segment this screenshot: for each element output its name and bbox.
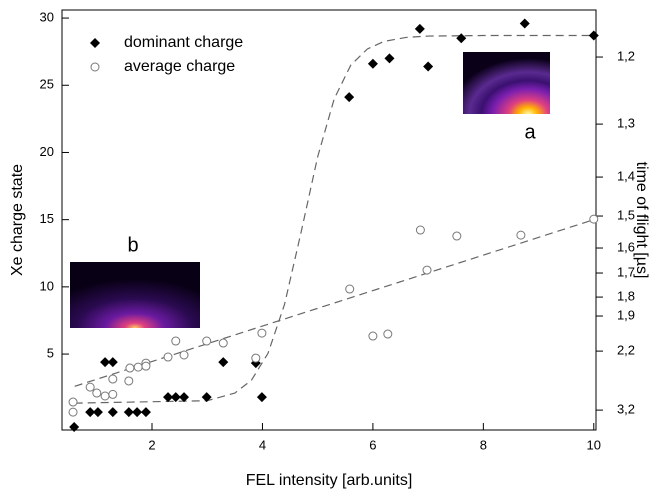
y2-tick-label: 1,6: [617, 239, 635, 254]
data-point: [423, 266, 431, 274]
data-point: [109, 375, 117, 383]
data-point: [203, 337, 211, 345]
data-point: [257, 392, 267, 402]
data-point: [132, 407, 142, 417]
data-point: [164, 353, 172, 361]
data-point: [453, 232, 461, 240]
y2-tick-label: 1,5: [617, 207, 635, 222]
inset-label: b: [127, 234, 138, 256]
data-point: [69, 408, 77, 416]
data-point: [86, 383, 94, 391]
x-tick-label: 4: [259, 437, 266, 452]
y-tick-label: 5: [47, 346, 54, 361]
y-tick-label: 20: [40, 144, 54, 159]
data-point: [384, 53, 394, 63]
y2-tick-label: 1,3: [617, 116, 635, 131]
data-point: [520, 18, 530, 28]
data-point: [456, 33, 466, 43]
data-point: [384, 330, 392, 338]
data-point: [69, 422, 79, 432]
data-point: [416, 226, 424, 234]
data-point: [369, 332, 377, 340]
data-point: [368, 59, 378, 69]
y2-tick-label: 1,7: [617, 264, 635, 279]
data-point: [219, 339, 227, 347]
data-point: [108, 407, 118, 417]
inset-image-a: [463, 52, 550, 114]
y-tick-label: 10: [40, 278, 54, 293]
data-point: [344, 92, 354, 102]
x-tick-label: 8: [480, 437, 487, 452]
data-point: [415, 24, 425, 34]
y-tick-label: 15: [40, 211, 54, 226]
data-point: [93, 389, 101, 397]
data-point: [125, 377, 133, 385]
data-point: [218, 357, 228, 367]
y-axis-label: Xe charge state: [9, 164, 26, 276]
data-point: [589, 31, 599, 41]
data-point: [108, 357, 118, 367]
chart: a b FEL intensity [arb.units] Xe charge …: [0, 0, 655, 494]
data-point: [590, 215, 598, 223]
data-point: [109, 390, 117, 398]
y-tick-label: 25: [40, 77, 54, 92]
data-point: [258, 329, 266, 337]
y2-tick-label: 1,2: [617, 48, 635, 63]
data-point: [93, 407, 103, 417]
y-tick-label: 30: [40, 10, 54, 25]
inset-image-b: [70, 262, 200, 328]
legend-marker: [90, 38, 100, 48]
data-point: [202, 392, 212, 402]
y2-tick-label: 1,9: [617, 307, 635, 322]
data-point: [252, 354, 260, 362]
legend-label: average charge: [124, 58, 235, 75]
data-point: [179, 392, 189, 402]
y2-tick-label: 1,8: [617, 289, 635, 304]
data-point: [142, 362, 150, 370]
data-point: [172, 337, 180, 345]
y2-tick-label: 3,2: [617, 402, 635, 417]
data-point: [517, 231, 525, 239]
data-point: [423, 61, 433, 71]
inset-label: a: [524, 121, 536, 143]
y2-tick-label: 2,2: [617, 343, 635, 358]
legend-label: dominant charge: [124, 34, 243, 51]
data-point: [134, 363, 142, 371]
x-tick-label: 10: [587, 437, 601, 452]
x-tick-label: 6: [369, 437, 376, 452]
y2-tick-label: 1,4: [617, 168, 635, 183]
y2-axis-label: time of flight [µs]: [633, 162, 650, 279]
legend-marker: [91, 63, 99, 71]
data-point: [141, 407, 151, 417]
x-axis-label: FEL intensity [arb.units]: [246, 472, 413, 489]
data-point: [126, 364, 134, 372]
data-point: [101, 392, 109, 400]
data-point: [69, 398, 77, 406]
x-tick-label: 2: [148, 437, 155, 452]
data-point: [180, 351, 188, 359]
data-point: [346, 285, 354, 293]
